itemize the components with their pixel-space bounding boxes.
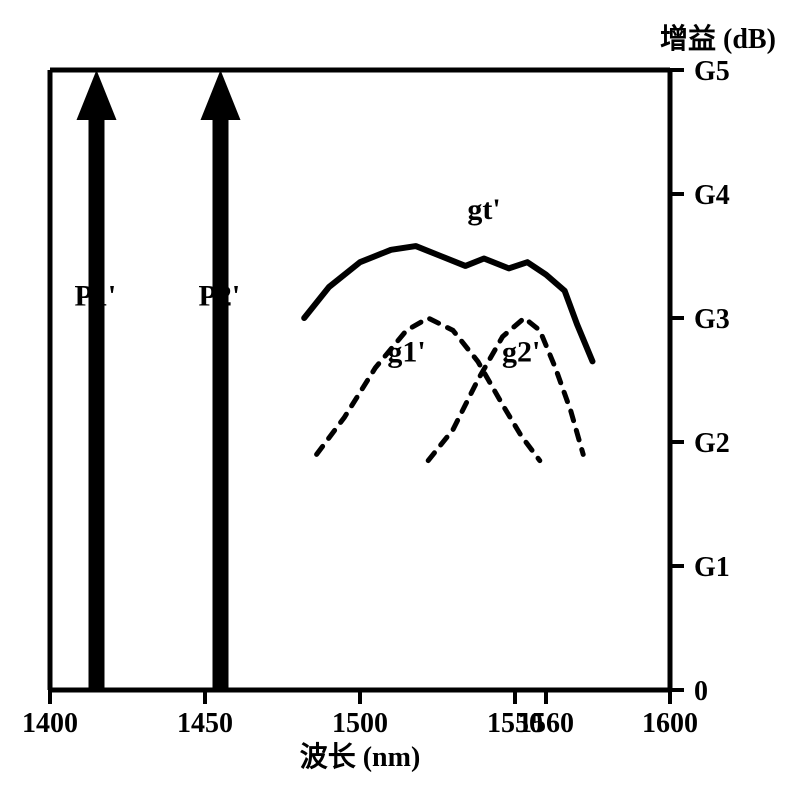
series-label-g2': g2' xyxy=(502,335,540,368)
series-label-gt': gt' xyxy=(467,193,500,226)
series-label-g1': g1' xyxy=(387,335,425,368)
y-tick-label: G1 xyxy=(694,552,730,583)
x-axis-label: 波长 (nm) xyxy=(300,741,421,773)
pump-arrow-head xyxy=(77,70,117,120)
y-tick-label: G4 xyxy=(694,180,730,211)
y-tick-label: G2 xyxy=(694,428,730,459)
x-tick-label: 1450 xyxy=(177,708,233,739)
x-tick-label: 1600 xyxy=(642,708,698,739)
y-tick-label: G5 xyxy=(694,56,730,87)
x-tick-label: 1400 xyxy=(22,708,78,739)
y-tick-label: 0 xyxy=(694,676,708,707)
chart-svg: 1400145015001550156016000G1G2G3G4G5波长 (n… xyxy=(0,0,790,800)
series-gt' xyxy=(304,246,592,361)
pump-label: P2' xyxy=(199,280,241,313)
y-axis-title: 增益 (dB) xyxy=(660,23,776,55)
pump-label: P1' xyxy=(75,280,117,313)
pump-arrow-head xyxy=(201,70,241,120)
y-tick-label: G3 xyxy=(694,304,730,335)
x-tick-label: 1560 xyxy=(518,708,574,739)
gain-vs-wavelength-chart: 1400145015001550156016000G1G2G3G4G5波长 (n… xyxy=(0,0,790,800)
x-tick-label: 1500 xyxy=(332,708,388,739)
